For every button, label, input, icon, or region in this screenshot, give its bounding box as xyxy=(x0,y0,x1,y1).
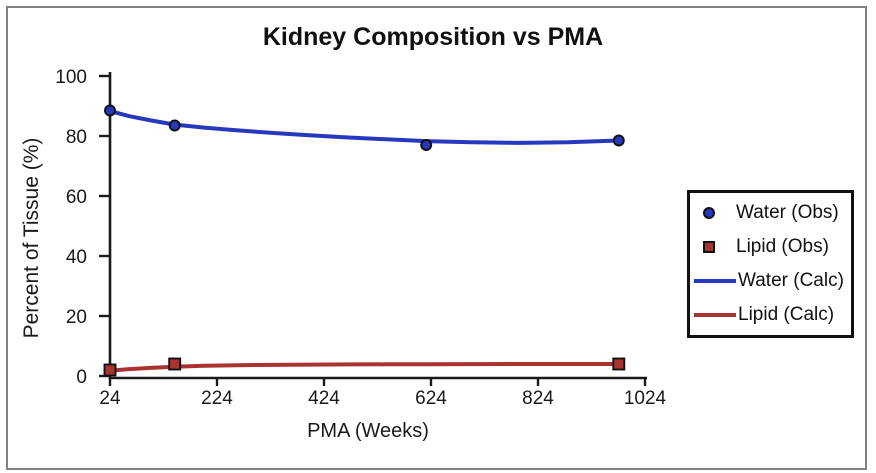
legend-label: Lipid (Obs) xyxy=(736,236,829,257)
legend-item-lipid-calc: Lipid (Calc) xyxy=(690,298,851,332)
lipid-obs-marker-icon xyxy=(703,241,715,253)
y-tick-label: 20 xyxy=(66,307,87,328)
x-axis-title: PMA (Weeks) xyxy=(307,420,429,442)
data-point xyxy=(104,104,116,117)
legend-label: Water (Calc) xyxy=(738,270,844,291)
x-tick-label: 24 xyxy=(99,388,121,409)
legend-item-water-calc: Water (Calc) xyxy=(690,264,851,298)
water-calc-line-icon xyxy=(694,279,736,283)
x-tick-label: 424 xyxy=(308,388,340,409)
water-obs-points xyxy=(104,104,625,151)
y-tick-label: 60 xyxy=(66,187,87,208)
water-obs-marker-icon xyxy=(703,207,715,219)
legend-item-water-obs: Water (Obs) xyxy=(690,196,851,230)
legend: Water (Obs) Lipid (Obs) Water (Calc) Lip… xyxy=(687,190,854,338)
lipid-calc-line-icon xyxy=(694,313,736,317)
x-tick-label: 224 xyxy=(201,388,233,409)
y-tick-label: 40 xyxy=(66,247,87,268)
y-tick-label: 100 xyxy=(55,67,87,88)
y-tick-label: 0 xyxy=(76,367,87,388)
y-axis-title: Percent of Tissue (%) xyxy=(20,137,43,339)
lipid-calc-line xyxy=(108,362,621,373)
x-tick-label: 1024 xyxy=(624,388,667,409)
x-tick-label: 624 xyxy=(415,388,447,409)
x-tick-label: 824 xyxy=(522,388,554,409)
data-point xyxy=(168,357,182,371)
legend-label: Water (Obs) xyxy=(736,202,839,223)
chart-title: Kidney Composition vs PMA xyxy=(262,23,604,51)
data-point xyxy=(420,139,433,151)
data-point xyxy=(612,134,625,147)
legend-label: Lipid (Calc) xyxy=(738,304,835,325)
data-point xyxy=(103,363,117,377)
y-tick-label: 80 xyxy=(66,127,87,148)
lipid-obs-points xyxy=(103,357,626,377)
data-point xyxy=(168,119,181,132)
water-calc-line xyxy=(108,109,621,145)
legend-item-lipid-obs: Lipid (Obs) xyxy=(690,230,851,264)
data-point xyxy=(612,357,626,371)
